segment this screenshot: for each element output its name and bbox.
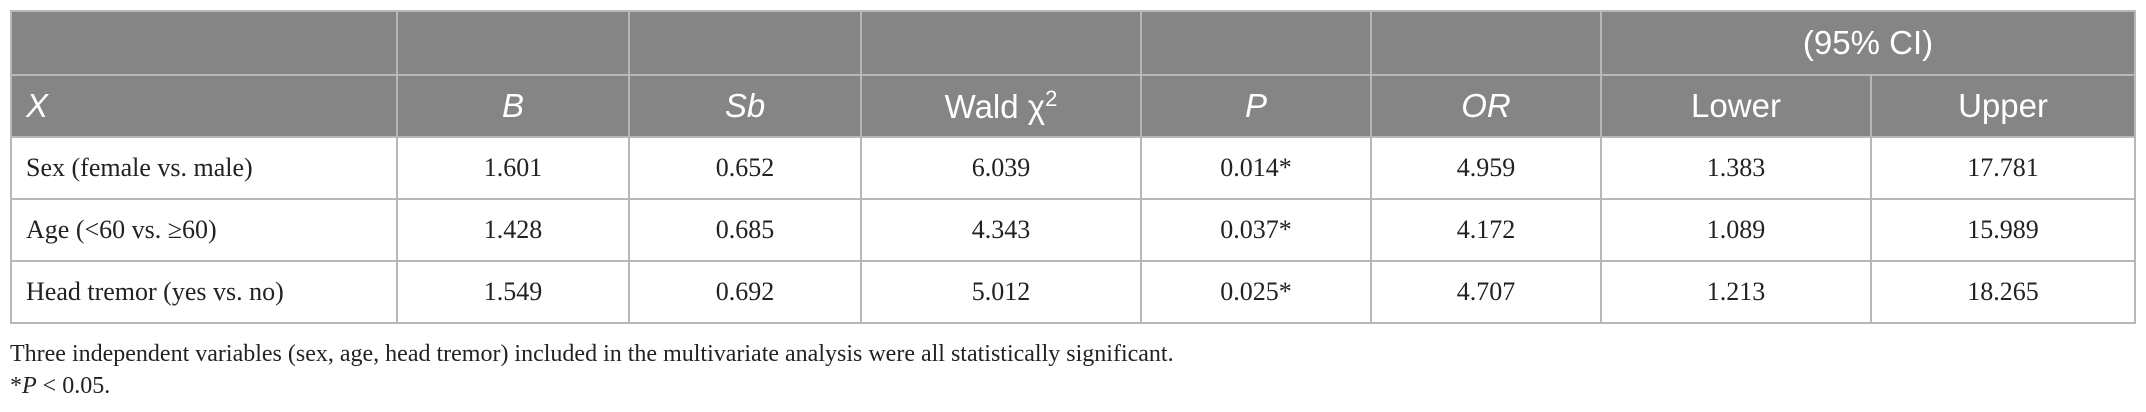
header-empty-cell <box>860 10 1142 76</box>
cell-or: 4.707 <box>1370 260 1602 324</box>
cell-b: 1.428 <box>396 198 630 262</box>
cell-sb: 0.652 <box>628 136 862 200</box>
header-empty-cell <box>1370 10 1602 76</box>
header-empty-cell <box>628 10 862 76</box>
table-notes: Three independent variables (sex, age, h… <box>10 338 1174 402</box>
table-footnote: *P < 0.05. <box>10 370 1174 402</box>
cell-b: 1.549 <box>396 260 630 324</box>
cell-upper: 18.265 <box>1869 260 2137 324</box>
cell-wald: 5.012 <box>860 260 1142 324</box>
header-b: B <box>396 74 630 138</box>
cell-or: 4.172 <box>1370 198 1602 262</box>
table-row: Head tremor (yes vs. no) 1.549 0.692 5.0… <box>10 260 2137 324</box>
regression-table: (95% CI) X B Sb Wald χ2 P OR Lower Upper… <box>10 10 2137 324</box>
header-wald-text: Wald χ <box>944 88 1046 125</box>
header-top-row: (95% CI) <box>10 10 2137 76</box>
row-label: Head tremor (yes vs. no) <box>10 260 398 324</box>
header-lower: Lower <box>1600 74 1872 138</box>
cell-sb: 0.685 <box>628 198 862 262</box>
footnote-threshold: < 0.05. <box>36 373 111 399</box>
footnote-star: * <box>10 373 22 399</box>
cell-lower: 1.089 <box>1600 198 1872 262</box>
footnote-p: P <box>22 373 37 399</box>
cell-or: 4.959 <box>1370 136 1602 200</box>
cell-wald: 6.039 <box>860 136 1142 200</box>
regression-table-container: (95% CI) X B Sb Wald χ2 P OR Lower Upper… <box>10 10 2137 324</box>
cell-upper: 15.989 <box>1869 198 2137 262</box>
cell-upper: 17.781 <box>1869 136 2137 200</box>
header-upper: Upper <box>1869 74 2137 138</box>
cell-wald: 4.343 <box>860 198 1142 262</box>
cell-p: 0.037* <box>1140 198 1372 262</box>
table-note: Three independent variables (sex, age, h… <box>10 341 1174 367</box>
cell-lower: 1.213 <box>1600 260 1872 324</box>
header-wald-superscript: 2 <box>1045 86 1058 111</box>
table-row: Sex (female vs. male) 1.601 0.652 6.039 … <box>10 136 2137 200</box>
cell-p: 0.014* <box>1140 136 1372 200</box>
header-x: X <box>10 74 398 138</box>
header-sb: Sb <box>628 74 862 138</box>
table-row: Age (<60 vs. ≥60) 1.428 0.685 4.343 0.03… <box>10 198 2137 262</box>
header-p: P <box>1140 74 1372 138</box>
row-label: Age (<60 vs. ≥60) <box>10 198 398 262</box>
header-or: OR <box>1370 74 1602 138</box>
cell-p: 0.025* <box>1140 260 1372 324</box>
header-empty-cell <box>1140 10 1372 76</box>
header-ci-group: (95% CI) <box>1599 10 2137 76</box>
row-label: Sex (female vs. male) <box>10 136 398 200</box>
cell-sb: 0.692 <box>628 260 862 324</box>
header-label-row: X B Sb Wald χ2 P OR Lower Upper <box>10 74 2137 138</box>
cell-b: 1.601 <box>396 136 630 200</box>
header-empty-cell <box>10 10 398 76</box>
header-wald: Wald χ2 <box>860 74 1142 138</box>
header-empty-cell <box>396 10 630 76</box>
cell-lower: 1.383 <box>1600 136 1872 200</box>
